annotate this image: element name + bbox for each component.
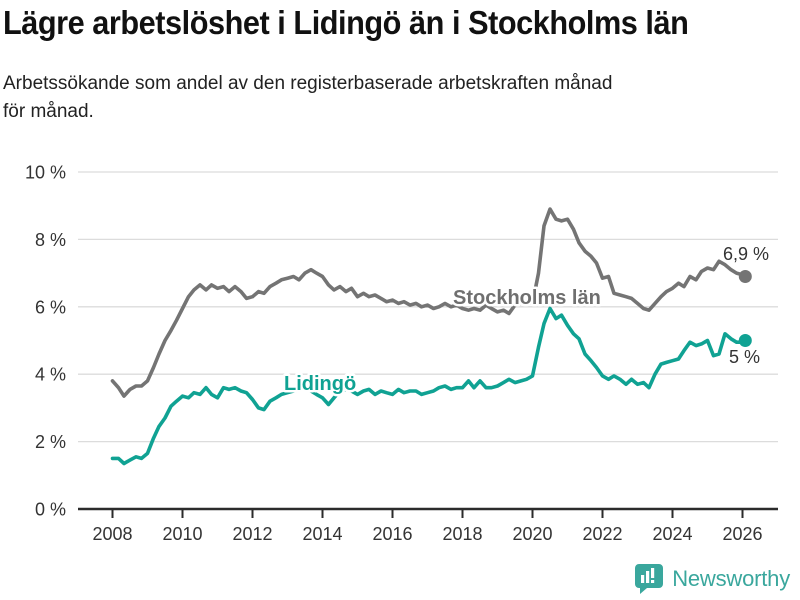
subtitle-line-1: Arbetssökande som andel av den registerb…	[3, 73, 613, 94]
exclamation-dot	[651, 580, 655, 583]
x-axis-label-2010: 2010	[162, 524, 202, 544]
series-lines	[110, 207, 748, 466]
x-axis-label-2024: 2024	[652, 524, 692, 544]
x-axis	[78, 507, 778, 518]
series-labels: Stockholms län Lidingö 6,9 % 5 %	[282, 242, 772, 398]
series-end-dots	[738, 269, 752, 347]
x-axis-label-2008: 2008	[92, 524, 132, 544]
exclamation-stem	[651, 568, 655, 578]
y-axis-label-0: 0 %	[35, 500, 66, 520]
x-axis-label-2014: 2014	[302, 524, 342, 544]
y-axis-label-2: 2 %	[35, 432, 66, 452]
x-axis-label-2020: 2020	[512, 524, 552, 544]
lidingo-series-label: Lidingö	[284, 373, 356, 395]
y-axis-labels: 0 % 2 % 4 % 6 % 8 % 10 %	[25, 163, 66, 520]
bar-1	[641, 575, 645, 583]
stockholms-lan-series-label: Stockholms län	[453, 287, 601, 309]
bar-chart-speech-bubble-icon	[635, 564, 664, 594]
lidingo-line	[110, 306, 748, 466]
lidingo-end-value-label: 5 %	[729, 347, 760, 367]
stockholms-lan-line	[110, 207, 748, 398]
brand-name: Newsworthy	[672, 566, 790, 591]
x-axis-label-2012: 2012	[232, 524, 272, 544]
x-axis-label-2026: 2026	[722, 524, 762, 544]
x-axis-labels: 2008 2010 2012 2014 2016 2018 2020 2022 2024 2026	[92, 524, 762, 544]
stockholms-lan-end-value-label: 6,9 %	[723, 244, 769, 264]
y-axis-label-10: 10 %	[25, 163, 66, 183]
page-title: Lägre arbetslöshet i Lidingö än i Stockh…	[3, 4, 689, 41]
y-axis-label-4: 4 %	[35, 365, 66, 385]
x-axis-label-2018: 2018	[442, 524, 482, 544]
page-subtitle: Arbetssökande som andel av den registerb…	[3, 70, 612, 126]
lidingo-end-dot	[738, 334, 752, 347]
subtitle-line-2: för månad.	[3, 101, 94, 122]
y-axis-label-8: 8 %	[35, 230, 66, 250]
y-axis-label-6: 6 %	[35, 297, 66, 317]
x-axis-label-2022: 2022	[582, 524, 622, 544]
x-axis-label-2016: 2016	[372, 524, 412, 544]
bar-2	[646, 571, 650, 583]
stockholms-lan-end-dot	[738, 269, 752, 283]
newsworthy-logo[interactable]: Newsworthy	[634, 563, 790, 595]
